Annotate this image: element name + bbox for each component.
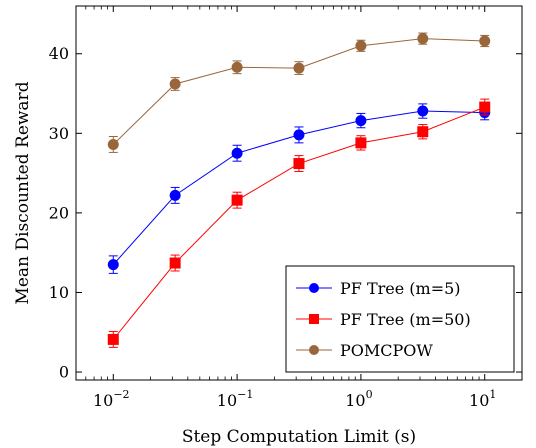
data-point bbox=[293, 129, 305, 141]
x-tick-base: 10 bbox=[93, 391, 113, 410]
data-point bbox=[293, 158, 305, 170]
x-tick-exponent: 1 bbox=[489, 388, 496, 401]
data-point bbox=[417, 105, 429, 117]
data-point bbox=[169, 189, 181, 201]
data-point bbox=[479, 101, 491, 113]
x-tick-label: 101 bbox=[469, 388, 496, 410]
data-point bbox=[169, 78, 181, 90]
data-point bbox=[355, 137, 367, 149]
legend-marker bbox=[309, 283, 319, 293]
legend-marker bbox=[309, 345, 319, 355]
plot-frame bbox=[75, 5, 523, 381]
data-point bbox=[417, 33, 429, 45]
y-tick-label: 0 bbox=[59, 363, 69, 382]
legend-item-3: POMCPOW bbox=[296, 341, 433, 360]
data-point bbox=[355, 115, 367, 127]
data-point bbox=[107, 138, 119, 150]
data-point bbox=[107, 259, 119, 271]
data-point bbox=[231, 61, 243, 73]
plot-marks bbox=[107, 32, 491, 348]
data-point bbox=[107, 333, 119, 345]
y-tick-label: 40 bbox=[49, 44, 69, 63]
data-point bbox=[293, 62, 305, 74]
data-point bbox=[479, 35, 491, 47]
data-point bbox=[355, 40, 367, 52]
x-axis-label: Step Computation Limit (s) bbox=[182, 427, 416, 447]
legend-label: PF Tree (m=50) bbox=[340, 310, 471, 329]
data-point bbox=[169, 257, 181, 269]
x-tick-label: 10−1 bbox=[217, 388, 254, 410]
legend-item-2: PF Tree (m=50) bbox=[296, 310, 471, 329]
x-tick-base: 10 bbox=[345, 391, 365, 410]
x-tick-label: 100 bbox=[345, 388, 372, 410]
legend: PF Tree (m=5) PF Tree (m=50) POMCPOW bbox=[285, 265, 515, 373]
data-point bbox=[417, 126, 429, 138]
x-tick-exponent: −1 bbox=[237, 388, 253, 401]
series-3 bbox=[107, 32, 491, 153]
y-tick-label: 10 bbox=[49, 283, 69, 302]
y-tick-label: 20 bbox=[49, 203, 69, 222]
legend-label: POMCPOW bbox=[340, 341, 433, 360]
x-tick-label: 10−2 bbox=[93, 388, 130, 410]
x-tick-base: 10 bbox=[217, 391, 237, 410]
x-tick-base: 10 bbox=[469, 391, 489, 410]
x-tick-exponent: −2 bbox=[113, 388, 129, 401]
legend-label: PF Tree (m=5) bbox=[340, 279, 461, 298]
series-1 bbox=[107, 103, 491, 274]
x-tick-exponent: 0 bbox=[366, 388, 373, 401]
legend-marker bbox=[309, 314, 319, 324]
legend-item-1: PF Tree (m=5) bbox=[296, 279, 461, 298]
series-2 bbox=[107, 98, 491, 348]
y-tick-label: 30 bbox=[49, 124, 69, 143]
data-point bbox=[231, 194, 243, 206]
y-axis-label: Mean Discounted Reward bbox=[13, 81, 33, 304]
data-point bbox=[231, 147, 243, 159]
